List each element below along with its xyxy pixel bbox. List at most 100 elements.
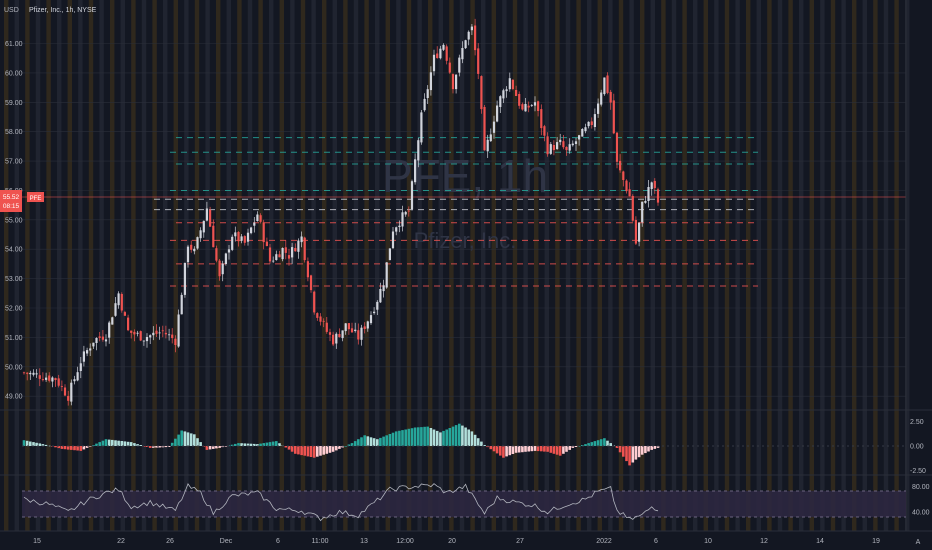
auto-scale-button[interactable]: A	[916, 539, 921, 546]
session-band	[353, 0, 359, 531]
symbol-title[interactable]: Pfizer, Inc., 1h, NYSE	[29, 7, 97, 14]
candle-body	[281, 248, 284, 260]
candle-body	[209, 209, 212, 227]
watermark-name: Pfizer, Inc.	[414, 228, 517, 253]
candle-body	[278, 254, 281, 258]
histogram-bar	[372, 438, 376, 446]
histogram-bar	[420, 427, 423, 446]
price-tick-label: 60.00	[5, 70, 23, 77]
candle-body	[656, 189, 660, 203]
session-band	[375, 0, 380, 531]
histogram-bar	[442, 430, 445, 446]
candle-body	[467, 31, 470, 40]
histogram-bar	[284, 446, 288, 448]
histogram-bar	[413, 427, 417, 446]
session-band	[640, 0, 645, 531]
histogram-bar	[230, 444, 234, 446]
price-tick-label: 55.00	[5, 217, 23, 224]
candle-body	[603, 77, 606, 95]
candle-body	[120, 294, 123, 311]
candle-body	[530, 105, 533, 106]
candle-body	[196, 237, 199, 249]
time-tick-label: 14	[816, 538, 824, 545]
histogram-bar	[183, 431, 187, 446]
candle-body	[48, 375, 51, 381]
candle-body	[505, 89, 508, 92]
bar-countdown: 08:15	[3, 203, 20, 210]
session-band	[841, 0, 846, 531]
histogram-bar	[426, 426, 429, 446]
histogram-bar	[136, 444, 139, 446]
candle-body	[212, 225, 215, 248]
candle-body	[117, 293, 120, 306]
session-band	[364, 0, 369, 531]
session-band	[777, 0, 783, 531]
session-bands	[4, 0, 910, 531]
candle-body	[584, 127, 587, 132]
session-band	[693, 0, 698, 531]
histogram-bar	[448, 428, 452, 446]
histogram-bar	[335, 446, 338, 451]
candle-body	[593, 114, 596, 127]
session-band	[629, 0, 634, 531]
histogram-bar	[29, 441, 32, 446]
histogram-bar	[454, 425, 458, 446]
histogram-bar	[152, 446, 155, 448]
candle-body	[22, 372, 26, 374]
histogram-bar	[133, 443, 136, 446]
candle-body	[306, 261, 309, 278]
histogram-bar	[357, 439, 360, 446]
time-tick-label: 2022	[596, 538, 612, 545]
histogram-bar	[540, 446, 543, 452]
session-band	[756, 0, 761, 531]
candle-body	[474, 25, 477, 51]
candle-body	[218, 260, 221, 277]
candle-body	[265, 241, 268, 246]
session-band	[724, 0, 730, 531]
histogram-bar	[508, 446, 512, 456]
candle-body	[234, 232, 237, 237]
histogram-bar	[577, 446, 581, 447]
candle-body	[578, 135, 581, 140]
candle-body	[186, 246, 190, 263]
horizontal-grid	[22, 43, 906, 397]
session-band	[417, 0, 422, 531]
candle-body	[180, 294, 183, 315]
session-band	[343, 0, 348, 531]
candle-body	[155, 330, 158, 334]
candle-body	[581, 129, 584, 137]
histogram-bar	[167, 446, 171, 447]
histogram-bar	[347, 444, 351, 446]
histogram-bar	[309, 446, 313, 457]
candle-body	[246, 232, 250, 242]
session-band	[767, 0, 772, 531]
rsi-tick-label: 40.00	[912, 510, 930, 517]
time-tick-label: 13	[360, 538, 368, 545]
candle-body	[369, 315, 373, 324]
candle-body	[309, 275, 313, 291]
candle-body	[101, 336, 104, 340]
histogram-bar	[129, 442, 133, 446]
histogram-bar	[117, 440, 120, 446]
price-candles	[22, 18, 660, 406]
session-band	[650, 0, 655, 531]
histogram-bar	[199, 442, 202, 446]
session-band	[258, 0, 263, 531]
histogram-bar	[404, 429, 407, 446]
candle-body	[259, 215, 262, 222]
histogram-bar	[158, 446, 161, 448]
candle-body	[300, 236, 303, 243]
candle-body	[486, 139, 489, 152]
histogram-bar	[360, 437, 363, 446]
session-band	[35, 0, 41, 531]
price-axis[interactable]: 61.0060.0059.0058.0057.0056.0055.0054.00…	[5, 41, 23, 401]
candle-body	[231, 236, 234, 250]
candle-body	[568, 144, 571, 151]
time-tick-label: 19	[872, 538, 880, 545]
histogram-bar	[350, 443, 354, 446]
histogram-bar	[379, 437, 382, 446]
histogram-bar	[555, 446, 559, 455]
histogram-bar	[218, 446, 221, 448]
time-axis[interactable]: 15 22 26 Dec 6 11:00 13 12:00 20 27 2022 6 10 12 14 19	[33, 538, 880, 545]
